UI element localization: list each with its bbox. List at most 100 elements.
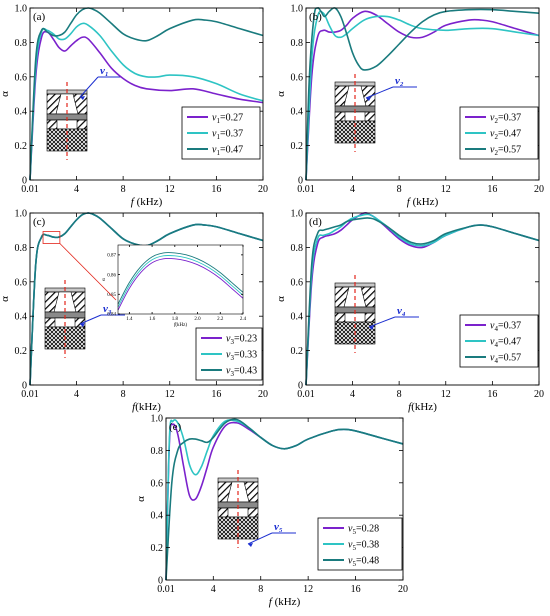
x-axis-label: f (kHz) xyxy=(269,596,301,608)
legend-entry: v1=0.27 xyxy=(212,113,243,126)
x-tick-label: 16 xyxy=(351,584,361,595)
x-tick-label: 1.6 xyxy=(149,317,156,322)
y-tick-label: 0.4 xyxy=(15,107,28,118)
y-tick-label: 1.0 xyxy=(15,4,28,15)
x-tick-label: 1.4 xyxy=(126,317,133,322)
legend-entry: v4=0.57 xyxy=(490,353,521,366)
y-tick-label: 0.2 xyxy=(151,543,164,554)
legend-entry: v5=0.38 xyxy=(348,540,379,553)
legend-entry: v1=0.37 xyxy=(212,129,243,142)
pointer-line xyxy=(247,532,273,545)
y-tick-label: 0.8 xyxy=(291,243,304,254)
plot-frame xyxy=(305,7,540,181)
y-tick-label: 0 xyxy=(298,381,303,392)
x-tick-label: 20 xyxy=(258,389,268,400)
x-tick-label: 0.01 xyxy=(297,389,315,400)
y-tick-label: 0.2 xyxy=(291,141,304,152)
y-tick-label: 0.8 xyxy=(15,38,28,49)
legend-entry: v5=0.48 xyxy=(348,556,379,569)
panel-2: v₃ 0.01 4 8 12 16 20 0 0.2 0.4 0.6 0.8 1.0 f(kHz) α (c)… xyxy=(0,209,268,414)
x-tick-label: 0.01 xyxy=(157,584,175,595)
series-line-0.23 xyxy=(117,257,244,311)
x-tick-label: 4 xyxy=(74,184,79,195)
x-tick-label: 2.4 xyxy=(240,317,247,322)
y-tick-label: 0.4 xyxy=(15,312,28,323)
y-tick-label: 1.0 xyxy=(291,4,304,15)
panel-4: v₄ 0.01 4 8 12 16 20 0 0.2 0.4 0.6 0.8 1.0 f(kHz) α (d)… xyxy=(275,209,544,414)
pointer-arrowhead xyxy=(248,543,253,547)
x-tick-label: 8 xyxy=(397,389,402,400)
y-tick-label: 0.86 xyxy=(107,273,116,278)
y-tick-label: 0 xyxy=(298,176,303,187)
pointer-arrowhead xyxy=(366,97,371,101)
diagram-label: v₃ xyxy=(103,303,112,315)
panel-label: (a) xyxy=(33,11,46,23)
x-axis-label: f(kHz) xyxy=(132,401,161,413)
pointer-line xyxy=(79,314,102,325)
panel-label: (c) xyxy=(33,216,46,228)
structure-diagram: v₄ xyxy=(334,275,419,353)
y-axis-label: α xyxy=(102,278,107,281)
y-tick-label: 0.2 xyxy=(15,346,28,357)
panel-label: (b) xyxy=(309,11,322,23)
series-line-0.43 xyxy=(29,212,264,386)
x-tick-label: 20 xyxy=(534,389,544,400)
x-tick-label: 16 xyxy=(487,184,497,195)
y-tick-label: 0.87 xyxy=(107,254,116,259)
y-tick-label: 0.8 xyxy=(151,446,164,457)
x-tick-label: 12 xyxy=(441,389,451,400)
x-tick-label: 0.01 xyxy=(21,184,39,195)
y-axis-label: α xyxy=(275,296,287,302)
y-axis-label: α xyxy=(275,91,287,97)
y-tick-label: 0.2 xyxy=(291,346,304,357)
y-tick-label: 1.0 xyxy=(15,209,28,220)
pointer-arrowhead xyxy=(80,323,85,327)
y-tick-label: 0.84 xyxy=(107,313,116,318)
x-tick-label: 8 xyxy=(397,184,402,195)
x-tick-label: 12 xyxy=(303,584,313,595)
y-tick-label: 0.6 xyxy=(291,72,304,83)
pointer-line xyxy=(368,316,396,328)
zoom-arrow xyxy=(59,243,117,301)
x-tick-label: 20 xyxy=(398,584,408,595)
legend-entry: v2=0.37 xyxy=(490,113,521,126)
y-axis-label: α xyxy=(0,296,11,302)
x-axis-label: f(kHz) xyxy=(174,323,187,328)
panel-1: v₂ 0.01 4 8 12 16 20 0 0.2 0.4 0.6 0.8 1.0 f (kHz) α (b… xyxy=(275,4,544,209)
panel-label: (d) xyxy=(309,216,322,228)
structure-diagram: v₂ xyxy=(334,74,417,152)
series-line-0.47 xyxy=(29,7,264,181)
y-tick-label: 1.0 xyxy=(151,414,164,425)
series-line-0.37 xyxy=(305,10,540,181)
pointer-line xyxy=(365,86,394,99)
x-tick-label: 12 xyxy=(165,389,175,400)
diagram-label: v₄ xyxy=(397,305,406,317)
legend-entry: v4=0.47 xyxy=(490,337,521,350)
legend-entry: v2=0.57 xyxy=(490,145,521,158)
legend-entry: v1=0.47 xyxy=(212,145,243,158)
y-axis-label: α xyxy=(0,91,11,97)
x-tick-label: 2.0 xyxy=(194,317,201,322)
legend-entry: v3=0.33 xyxy=(226,350,257,363)
y-tick-label: 0.8 xyxy=(291,38,304,49)
legend-entry: v4=0.37 xyxy=(490,321,521,334)
series-line-0.57 xyxy=(305,7,540,181)
x-tick-label: 8 xyxy=(258,584,263,595)
x-tick-label: 16 xyxy=(487,389,497,400)
plot-frame xyxy=(117,244,244,315)
inset-chart: 1.41.61.82.02.22.40.840.850.860.87f(kHz)… xyxy=(42,231,247,328)
panel-5: v₅ 0.01 4 8 12 16 20 0 0.2 0.4 0.6 0.8 1.0 f (kHz) α (e… xyxy=(135,414,408,609)
plot-frame xyxy=(29,7,264,181)
x-tick-label: 0.01 xyxy=(21,389,39,400)
x-tick-label: 20 xyxy=(258,184,268,195)
x-tick-label: 12 xyxy=(441,184,451,195)
y-tick-label: 0 xyxy=(158,576,163,587)
y-tick-label: 0 xyxy=(22,381,27,392)
y-axis-label: α xyxy=(135,496,147,502)
panel-0: v₁ 0.01 4 8 12 16 20 0 0.2 0.4 0.6 0.8 1.0 f (kHz) α (a… xyxy=(0,4,268,209)
diagram-label: v₅ xyxy=(274,521,283,533)
series-line-0.37 xyxy=(29,22,264,181)
x-tick-label: 16 xyxy=(211,389,221,400)
x-tick-label: 1.8 xyxy=(172,317,179,322)
